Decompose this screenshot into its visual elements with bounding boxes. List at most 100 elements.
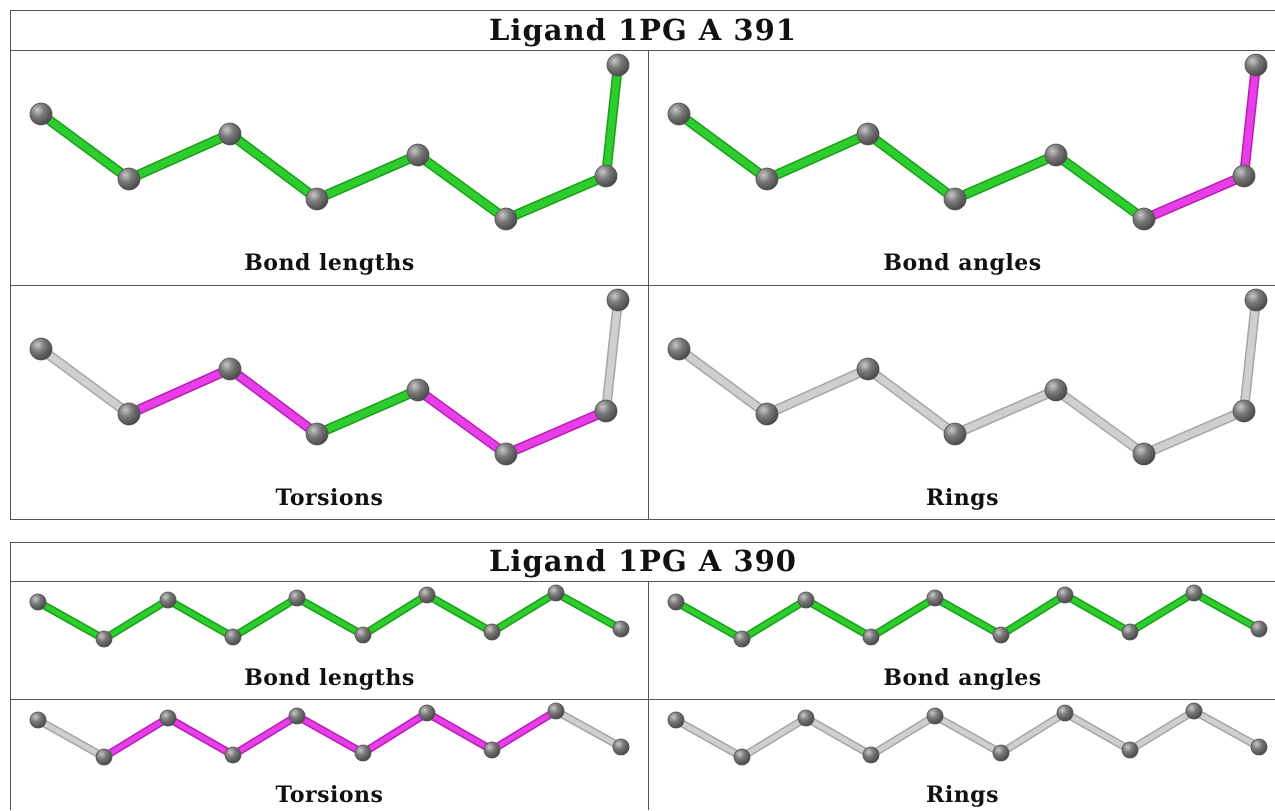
molecule-391-torsions	[29, 288, 630, 466]
bond-ok	[1127, 590, 1197, 635]
atom	[797, 591, 815, 609]
panel-label-rings: Rings	[926, 485, 999, 511]
bond-neutral	[763, 365, 872, 418]
bond-neutral	[673, 717, 745, 760]
atom	[862, 746, 880, 764]
atom	[547, 584, 565, 602]
panel-label-torsions: Torsions	[275, 782, 384, 808]
panel-label-bond-lengths: Bond lengths	[244, 250, 415, 276]
atom	[1056, 704, 1074, 722]
atom	[354, 744, 372, 762]
atom	[494, 442, 518, 466]
panel-label-bond-lengths: Bond lengths	[244, 665, 415, 691]
atom	[733, 748, 751, 766]
atom	[288, 589, 306, 607]
ligand-391-title: Ligand 1PG A 391	[11, 11, 1275, 51]
atom	[483, 741, 501, 759]
panel-391-bond-angles: Bond angles	[649, 51, 1275, 285]
bond-outlier	[294, 713, 366, 756]
bond-outlier	[1140, 172, 1248, 223]
bond-outlier	[230, 713, 300, 758]
bond-ok	[313, 151, 422, 203]
atom	[755, 402, 779, 426]
atom	[1044, 143, 1068, 167]
atom	[1250, 620, 1268, 638]
bond-neutral	[602, 296, 622, 415]
bond-ok	[226, 130, 321, 203]
bond-ok	[553, 590, 624, 632]
molecule-390-rings	[667, 702, 1268, 766]
atom	[1132, 207, 1156, 231]
bond-neutral	[1140, 407, 1248, 458]
atom	[992, 626, 1010, 644]
bond-neutral	[739, 715, 809, 760]
bond-outlier	[502, 407, 610, 458]
bond-neutral	[951, 386, 1060, 438]
molecule-391-rings	[667, 288, 1268, 466]
atom	[218, 357, 242, 381]
bond-outlier	[360, 710, 430, 756]
bond-neutral	[35, 717, 107, 760]
bond-neutral	[553, 708, 624, 750]
atom	[305, 422, 329, 446]
atom	[354, 626, 372, 644]
bond-ok	[125, 130, 234, 183]
panel-label-bond-angles: Bond angles	[883, 250, 1042, 276]
bond-neutral	[1127, 708, 1197, 753]
atom	[612, 620, 630, 638]
bond-ok	[932, 595, 1004, 638]
atom	[733, 630, 751, 648]
ligand-391-section: Ligand 1PG A 391 Bond lengths Bond angle…	[10, 10, 1275, 520]
atom	[224, 628, 242, 646]
atom	[1185, 584, 1203, 602]
atom	[406, 143, 430, 167]
atom	[218, 122, 242, 146]
bond-ok	[414, 151, 510, 223]
bond-ok	[951, 151, 1060, 203]
bond-ok	[763, 130, 872, 183]
atom	[606, 53, 630, 77]
atom	[856, 357, 880, 381]
atom	[1244, 53, 1268, 77]
atom	[117, 167, 141, 191]
bond-outlier	[414, 386, 510, 458]
bond-ok	[424, 592, 495, 635]
atom	[1132, 442, 1156, 466]
bond-outlier	[125, 365, 234, 418]
atom	[159, 591, 177, 609]
panel-391-bond-lengths: Bond lengths	[11, 51, 648, 285]
atom	[755, 167, 779, 191]
bond-ok	[739, 597, 809, 642]
panel-391-torsions: Torsions	[11, 286, 648, 520]
atom	[1044, 378, 1068, 402]
bond-neutral	[37, 345, 133, 418]
atom	[926, 589, 944, 607]
bond-ok	[37, 110, 133, 183]
atom	[29, 711, 47, 729]
bond-neutral	[868, 713, 938, 758]
atom	[547, 702, 565, 720]
atom	[943, 187, 967, 211]
panel-divider-horizontal	[11, 285, 1275, 286]
atom	[1250, 738, 1268, 756]
bond-ok	[35, 599, 107, 642]
molecule-390-bond-lengths	[29, 584, 630, 648]
atom	[1121, 623, 1139, 641]
bond-ok	[1052, 151, 1148, 223]
atom	[606, 288, 630, 312]
atom	[667, 593, 685, 611]
bond-outlier	[226, 365, 321, 438]
bond-outlier	[489, 708, 559, 753]
atom	[612, 738, 630, 756]
bond-neutral	[675, 345, 771, 418]
atom	[943, 422, 967, 446]
bond-ok	[502, 172, 610, 223]
bond-ok	[294, 595, 366, 638]
atom	[667, 337, 691, 361]
panel-391-rings: Rings	[649, 286, 1275, 520]
panel-390-torsions: Torsions	[11, 700, 648, 811]
bond-ok	[230, 595, 300, 640]
molecule-390-torsions	[29, 702, 630, 766]
panel-390-bond-lengths: Bond lengths	[11, 582, 648, 699]
atom	[95, 748, 113, 766]
